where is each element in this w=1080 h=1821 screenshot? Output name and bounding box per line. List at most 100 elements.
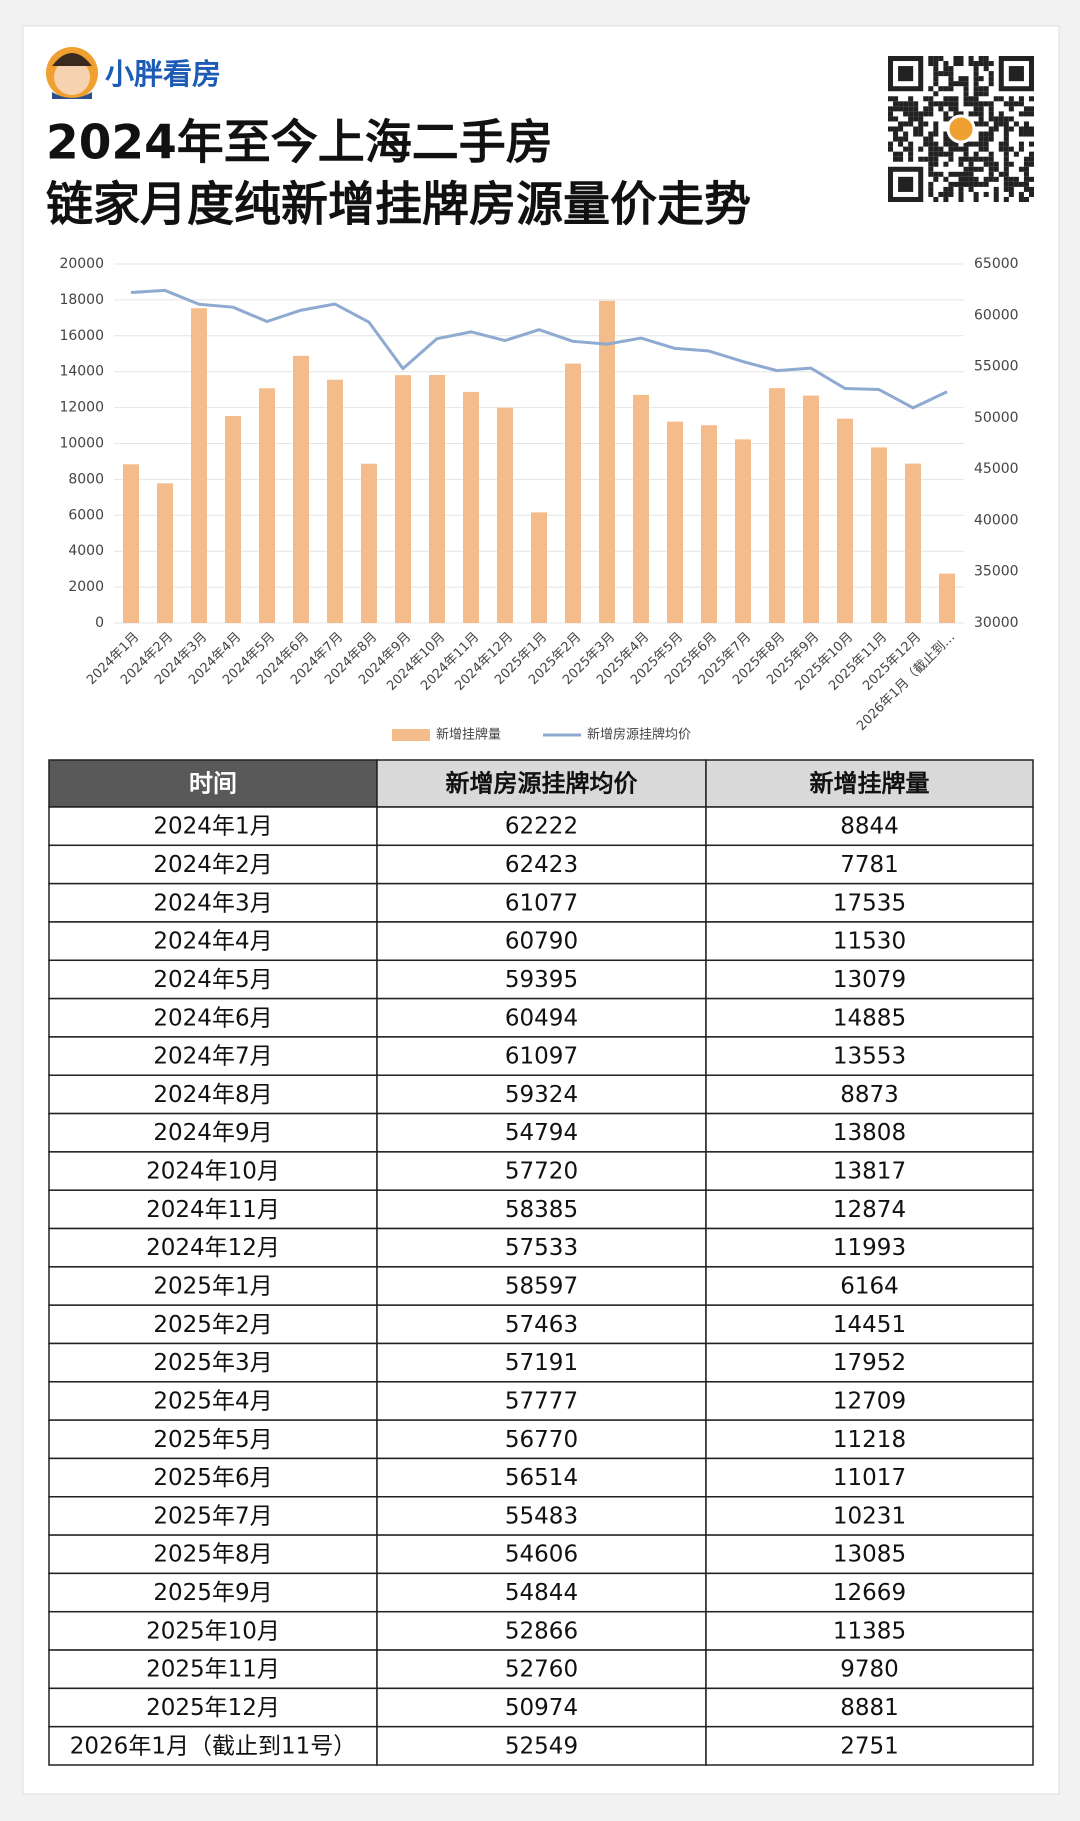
table: 时间 新增房源挂牌均价 新增挂牌量 2024年1月 62222 8844 2024年2月 62… (48, 759, 1034, 1766)
qr-cell (1028, 126, 1034, 132)
qr-cell (1003, 171, 1009, 177)
cell (376, 959, 707, 1000)
qr-cell (978, 111, 984, 117)
cell-text: 17952 (833, 1350, 906, 1376)
cell (48, 1457, 378, 1498)
qr-cell (938, 71, 944, 77)
qr-cell (1008, 101, 1014, 107)
qr-cell (923, 136, 929, 142)
cell-text: 10231 (833, 1503, 906, 1529)
qr-cell (963, 96, 969, 102)
qr-cell (968, 111, 974, 117)
qr-cell (898, 156, 904, 162)
qr-cell (928, 131, 934, 137)
qr-cell (1028, 191, 1034, 197)
qr-cell (958, 196, 964, 202)
qr-cell (1028, 111, 1034, 117)
qr-cell (893, 101, 899, 107)
bar (225, 416, 241, 623)
qr-cell (1018, 146, 1024, 152)
qr-finder (1008, 66, 1024, 82)
qr-cell (903, 131, 909, 137)
qr-cell (983, 56, 989, 62)
qr-cell (948, 171, 954, 177)
qr-cell (928, 56, 934, 62)
qr-cell (933, 61, 939, 67)
qr-cell (908, 121, 914, 127)
qr-cell (928, 86, 934, 92)
qr-cell (908, 151, 914, 157)
qr-cell (908, 156, 914, 162)
qr-cell (933, 196, 939, 202)
qr-cell (943, 86, 949, 92)
qr-cell (973, 151, 979, 157)
qr-cell (1003, 176, 1009, 182)
qr-cell (953, 81, 959, 87)
qr-cell (1003, 161, 1009, 167)
qr-cell (978, 156, 984, 162)
y-tick-label: 10000 (59, 436, 104, 452)
qr-cell (948, 101, 954, 107)
bar (871, 447, 887, 623)
qr-cell (963, 151, 969, 157)
cell-text: 2025年7月 (153, 1503, 272, 1529)
qr-cell (943, 161, 949, 167)
qr-cell (978, 61, 984, 67)
bar (327, 379, 343, 623)
qr-cell (958, 56, 964, 62)
qr-cell (958, 156, 964, 162)
cell-text: 57191 (505, 1350, 578, 1376)
qr-cell (903, 101, 909, 107)
qr-cell (1008, 161, 1014, 167)
qr-cell (898, 101, 904, 107)
cell-text: 57533 (505, 1235, 578, 1261)
qr-cell (938, 171, 944, 177)
qr-cell (1028, 176, 1034, 182)
qr-cell (958, 191, 964, 197)
qr-cell (963, 76, 969, 82)
qr-cell (988, 81, 994, 87)
qr-cell (973, 96, 979, 102)
qr-cell (903, 121, 909, 127)
qr-cell (953, 141, 959, 147)
legend-label: 新增房源挂牌均价 (587, 727, 691, 743)
cell (48, 1381, 378, 1421)
qr-cell (888, 116, 894, 122)
cell-text: 54606 (505, 1542, 578, 1568)
qr-cell (988, 61, 994, 67)
cell (705, 1534, 1034, 1575)
qr-cell (963, 171, 969, 177)
qr-cell (1028, 141, 1034, 147)
qr-cell (983, 86, 989, 92)
qr-cell (958, 171, 964, 177)
qr-cell (893, 106, 899, 112)
cell-text: 2025年2月 (153, 1312, 272, 1338)
qr-cell (943, 101, 949, 107)
cell-text: 55483 (505, 1503, 578, 1529)
y-tick-label: 12000 (59, 400, 104, 416)
qr-cell (938, 191, 944, 197)
qr-cell (963, 101, 969, 107)
cell-text: 2751 (840, 1733, 899, 1759)
qr-cell (963, 141, 969, 147)
qr-cell (978, 146, 984, 152)
title-line: 2024年至今上海二手房 (46, 116, 553, 171)
qr-cell (968, 161, 974, 167)
qr-cell (993, 116, 999, 122)
cell-text: 60494 (505, 1005, 578, 1031)
qr-cell (1028, 161, 1034, 167)
qr-cell (1008, 106, 1014, 112)
cell (48, 1036, 378, 1076)
qr-cell (913, 126, 919, 132)
qr-cell (978, 56, 984, 62)
qr-cell (943, 191, 949, 197)
bar (633, 394, 649, 623)
qr-cell (948, 141, 954, 147)
qr-cell (963, 146, 969, 152)
cell-text: 8873 (840, 1082, 899, 1108)
qr-cell (933, 81, 939, 87)
qr-cell (928, 161, 934, 167)
bar (123, 464, 139, 623)
qr-cell (888, 111, 894, 117)
